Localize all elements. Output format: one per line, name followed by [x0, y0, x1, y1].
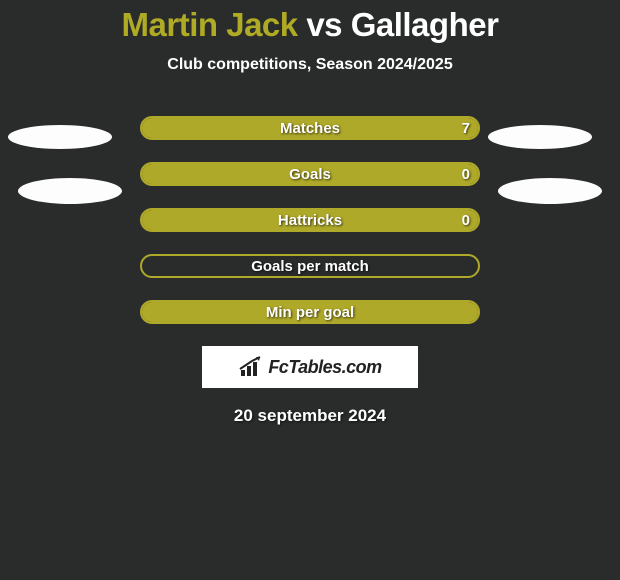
- photo-placeholder: [488, 125, 592, 149]
- bar-track: [140, 208, 480, 232]
- bar-track: [140, 116, 480, 140]
- vs-text: vs: [306, 6, 342, 43]
- photo-placeholder: [18, 178, 122, 204]
- bar-chart-icon: [238, 356, 264, 378]
- stat-value-right: 0: [462, 162, 470, 186]
- stat-row: Goals per match: [140, 254, 480, 278]
- comparison-card: Martin Jack vs Gallagher Club competitio…: [0, 0, 620, 580]
- player1-name: Martin Jack: [122, 6, 298, 43]
- logo-text: FcTables.com: [268, 357, 381, 378]
- bar-track: [140, 300, 480, 324]
- stat-row: Matches7: [140, 116, 480, 140]
- stat-value-right: 7: [462, 116, 470, 140]
- date-text: 20 september 2024: [0, 406, 620, 426]
- bar-track: [140, 162, 480, 186]
- bar-fill-right: [142, 118, 478, 138]
- stat-row: Hattricks0: [140, 208, 480, 232]
- photo-placeholder: [498, 178, 602, 204]
- photo-placeholder: [8, 125, 112, 149]
- logo: FcTables.com: [238, 356, 381, 378]
- bar-fill-right: [142, 210, 478, 230]
- player2-name: Gallagher: [351, 6, 499, 43]
- logo-box: FcTables.com: [202, 346, 418, 388]
- stat-value-right: 0: [462, 208, 470, 232]
- subtitle: Club competitions, Season 2024/2025: [0, 56, 620, 74]
- bar-track: [140, 254, 480, 278]
- page-title: Martin Jack vs Gallagher: [0, 6, 620, 44]
- stat-row: Min per goal: [140, 300, 480, 324]
- bar-fill-right: [142, 302, 478, 322]
- stat-row: Goals0: [140, 162, 480, 186]
- bar-fill-right: [142, 164, 478, 184]
